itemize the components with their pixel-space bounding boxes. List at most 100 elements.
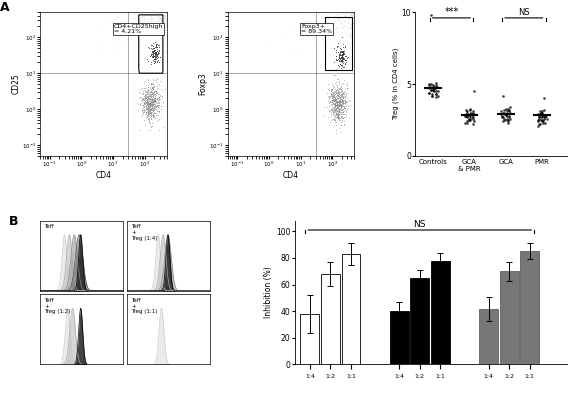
Point [161,13,170,19]
Point [536,110,545,116]
Point [151,43,160,49]
Y-axis label: Inhibition (%): Inhibition (%) [264,267,273,318]
Point [151,42,160,49]
Point [331,90,340,97]
Point [329,111,339,117]
Point [348,10,357,16]
Point [160,21,170,28]
X-axis label: CD4: CD4 [283,171,299,180]
Point [154,108,163,114]
Point [327,116,336,123]
Point [324,21,333,28]
Point [322,44,331,50]
Point [142,109,151,116]
Point [150,47,159,53]
Point [327,101,336,108]
Point [328,98,337,104]
Point [142,98,151,104]
Point [343,23,352,29]
Point [338,43,347,50]
Point [431,82,441,89]
Point [143,93,152,100]
Point [330,116,339,123]
Point [147,46,156,52]
Point [139,26,148,33]
Point [344,90,353,96]
Point [339,100,348,107]
Point [331,90,340,96]
Point [349,14,358,21]
Point [147,115,156,122]
Point [331,82,340,89]
Point [148,90,157,96]
Point [335,108,344,115]
Point [142,101,151,108]
Point [160,85,170,92]
Point [344,10,354,17]
Point [149,104,158,111]
Point [147,113,156,119]
Point [143,106,152,113]
Point [154,17,163,23]
Point [335,107,344,113]
Point [151,98,160,104]
Point [337,94,346,100]
Point [336,113,346,120]
Point [147,48,156,54]
Point [158,20,167,26]
Point [336,60,345,67]
Point [141,105,150,111]
Point [147,87,156,93]
Point [331,104,340,110]
Point [144,103,153,110]
Point [336,58,346,64]
Point [156,16,165,23]
Point [346,21,355,27]
Point [143,82,152,88]
Point [147,16,156,23]
Point [329,111,338,117]
Point [142,13,151,20]
Point [346,24,355,31]
Point [146,92,155,99]
Point [332,101,342,107]
Point [144,100,154,107]
Point [151,50,160,57]
Point [143,91,152,98]
Point [330,101,339,107]
Text: B: B [9,215,18,228]
Point [343,87,352,94]
Point [143,107,152,113]
Point [120,10,129,16]
Point [156,19,166,26]
Point [330,85,339,92]
Point [158,42,167,49]
Point [148,99,157,106]
Point [153,53,162,60]
Point [147,107,156,113]
Point [150,87,159,93]
Point [427,91,437,97]
Point [151,105,160,111]
Point [142,100,151,106]
Point [138,97,147,103]
Point [144,95,153,101]
Point [144,16,154,22]
Point [154,36,163,43]
Text: NS: NS [414,220,426,229]
Point [336,103,346,109]
Point [465,105,474,112]
Point [159,19,168,26]
Point [327,107,336,113]
Point [328,93,337,100]
Point [151,50,160,57]
Point [143,109,152,115]
Point [325,119,335,126]
Point [149,92,158,98]
Point [146,23,155,29]
Point [431,79,440,86]
Point [154,95,163,101]
Point [145,120,154,126]
Point [337,51,347,58]
Bar [410,278,429,364]
